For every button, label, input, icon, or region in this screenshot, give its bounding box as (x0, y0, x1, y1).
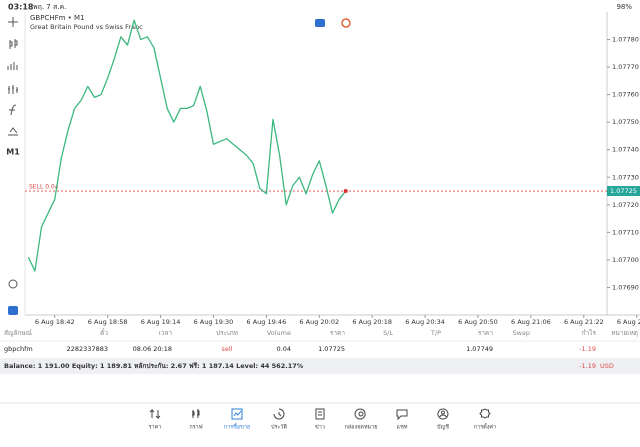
nav-icon[interactable] (396, 409, 408, 421)
nav-icon[interactable] (479, 408, 491, 419)
table-cell: sell (222, 345, 233, 353)
balance-currency: USD (600, 362, 614, 370)
x-tick-label: 6 Aug 20:18 (352, 318, 392, 326)
x-tick-label: 6 Aug 19:30 (194, 318, 234, 326)
table-header-cell: ราคา (330, 329, 345, 337)
y-tick-label: 1.07760 (612, 91, 639, 99)
nav-icon[interactable] (192, 409, 200, 418)
table-cell: 0.04 (277, 345, 291, 353)
y-tick-label: 1.07700 (612, 256, 639, 264)
table-header-cell: กำไร (582, 329, 597, 337)
x-tick-label: 6 Aug 21:38 (617, 318, 640, 326)
position-label: SELL 0.04 (29, 184, 59, 191)
nav-label[interactable]: กราฟ (189, 424, 202, 431)
nav-icon[interactable] (273, 408, 285, 420)
x-tick-label: 6 Aug 18:58 (88, 318, 128, 326)
function-tool[interactable] (9, 104, 17, 116)
y-tick-label: 1.07710 (612, 228, 639, 236)
indicators-tool[interactable] (8, 85, 18, 94)
y-tick-label: 1.07690 (612, 283, 639, 291)
table-header-cell: T/P (430, 329, 441, 337)
y-tick-label: 1.07780 (612, 36, 639, 44)
nav-label[interactable]: แชท (397, 424, 408, 431)
x-tick-label: 6 Aug 21:22 (564, 318, 604, 326)
y-tick-label: 1.07720 (612, 201, 639, 209)
nav-icon[interactable] (315, 408, 325, 420)
table-cell: 2282337883 (67, 345, 108, 353)
candles-tool[interactable] (9, 39, 18, 49)
balance-profit: -1.19 (579, 362, 596, 370)
timeframe[interactable]: M1 (6, 148, 20, 157)
table-cell: gbpchfm (4, 345, 33, 353)
y-tick-label: 1.07750 (612, 118, 639, 126)
x-tick-label: 6 Aug 18:42 (35, 318, 75, 326)
price-box (607, 186, 640, 197)
left-toolbar (7, 17, 18, 289)
x-tick-label: 6 Aug 19:46 (247, 318, 287, 326)
table-cell: 08.06 20:18 (133, 345, 172, 353)
status-time: 03:18 (8, 3, 34, 12)
nav-label[interactable]: กล่องจดหมาย (344, 425, 377, 431)
crosshair-tool[interactable] (8, 17, 18, 27)
nav-label[interactable]: ข่าว (315, 425, 325, 431)
y-tick-label: 1.07730 (612, 173, 639, 181)
objects-tool[interactable] (8, 127, 18, 136)
table-header-cell: เวลา (158, 329, 172, 337)
table-header-cell: สัญลักษณ์ (4, 329, 32, 337)
price-box-label: 1.07725 (610, 187, 637, 195)
x-tick-label: 6 Aug 20:34 (405, 318, 445, 326)
chart-title: GBPCHFm • M1 (30, 14, 85, 22)
balance-text: Balance: 1 191.00 Equity: 1 189.81 หลักป… (4, 362, 304, 370)
x-tick-label: 6 Aug 21:06 (511, 318, 551, 326)
last-price-dot (343, 189, 348, 194)
history-tool[interactable] (8, 279, 18, 289)
status-date: พฤ. 7 ส.ค. (33, 3, 66, 11)
nav-icon[interactable] (437, 408, 449, 420)
nav-icon[interactable] (354, 408, 366, 420)
y-tick-label: 1.07770 (612, 63, 639, 71)
x-tick-label: 6 Aug 19:14 (141, 318, 181, 326)
trade-button[interactable] (8, 306, 18, 315)
price-line (27, 19, 347, 272)
nav-icon[interactable] (231, 408, 243, 420)
table-header-cell: S/L (383, 329, 393, 337)
table-header-cell: Volume (267, 329, 291, 337)
table-cell: -1.19 (579, 345, 596, 353)
table-header-cell: ประเภท (216, 329, 238, 337)
y-tick-label: 1.07740 (612, 146, 639, 154)
x-tick-label: 6 Aug 20:50 (458, 318, 498, 326)
bars-tool[interactable] (7, 62, 18, 70)
table-header-cell: ตั๋ว (100, 328, 108, 337)
x-tick-label: 6 Aug 20:02 (299, 318, 339, 326)
nav-label[interactable]: ราคา (149, 425, 162, 431)
one-click-icon[interactable] (315, 19, 325, 27)
nav-label[interactable]: การซื้อขาย (224, 423, 250, 431)
chart-subtitle: Great Britain Pound vs Swiss Franc (30, 23, 143, 31)
balance-band (0, 358, 640, 374)
table-header-cell: หมายเหตุ (611, 329, 638, 337)
table-header-cell: Swap (512, 329, 530, 337)
nav-label[interactable]: การตั้งค่า (474, 423, 496, 431)
nav-label[interactable]: บัญชี (437, 424, 449, 431)
status-battery: 98% (616, 3, 632, 11)
trade-icon[interactable] (341, 18, 351, 28)
table-cell: 1.07725 (318, 345, 345, 353)
nav-icon[interactable] (149, 408, 161, 420)
nav-label[interactable]: ประวัติ (271, 424, 287, 431)
table-header-cell: ราคา (478, 329, 493, 337)
table-cell: 1.07749 (466, 345, 493, 353)
